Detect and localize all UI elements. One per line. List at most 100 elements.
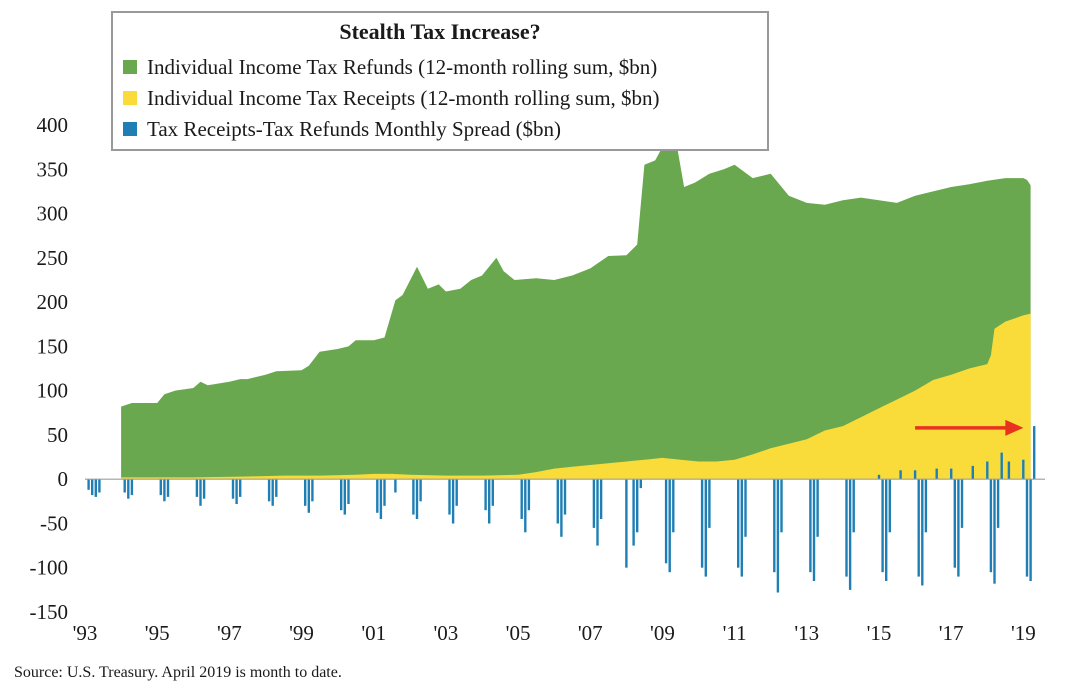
- spread-bar: [235, 479, 238, 504]
- arrow-head: [1005, 419, 1024, 436]
- spread-bar: [98, 479, 101, 493]
- source-note: Source: U.S. Treasury. April 2019 is mon…: [14, 664, 342, 681]
- spread-bar: [394, 479, 397, 493]
- spread-bar: [899, 470, 902, 480]
- x-tick-label: '01: [361, 621, 386, 645]
- spread-bar: [415, 479, 419, 519]
- x-tick-label: '17: [939, 621, 964, 645]
- spread-bar: [885, 479, 888, 581]
- legend-swatch-refunds: [123, 60, 137, 74]
- spread-bar: [921, 479, 924, 586]
- spread-bar: [127, 479, 130, 499]
- spread-bar: [845, 479, 848, 577]
- spread-bar: [556, 479, 559, 524]
- y-tick-label: 300: [37, 202, 69, 226]
- spread-bar: [199, 479, 202, 506]
- spread-bar: [957, 479, 960, 577]
- spread-bar: [632, 479, 635, 546]
- y-tick-label: 400: [37, 113, 69, 137]
- spread-bar: [888, 479, 891, 533]
- spread-bar: [971, 465, 974, 480]
- spread-bar: [913, 470, 917, 480]
- spread-bar: [412, 479, 415, 515]
- spread-bar: [672, 479, 675, 533]
- spread-bar: [935, 468, 938, 480]
- x-tick-label: '03: [434, 621, 459, 645]
- spread-bar: [704, 479, 707, 577]
- spread-bar: [524, 479, 527, 533]
- spread-bar: [376, 479, 379, 513]
- spread-bar: [700, 479, 704, 568]
- spread-bar: [881, 479, 884, 573]
- spread-bar: [195, 479, 199, 497]
- spread-bar: [448, 479, 451, 515]
- x-tick-label: '99: [289, 621, 314, 645]
- spread-bar: [383, 479, 386, 506]
- spread-bar: [639, 479, 642, 489]
- spread-bar: [343, 479, 346, 515]
- legend-swatch-receipts: [123, 91, 137, 105]
- spread-bar: [989, 479, 993, 573]
- spread-bar: [275, 479, 278, 497]
- y-tick-label: -100: [30, 556, 69, 580]
- spread-bar: [986, 461, 989, 480]
- x-tick-label: '11: [723, 621, 747, 645]
- spread-bar: [960, 479, 964, 528]
- x-tick-label: '97: [217, 621, 242, 645]
- spread-bar: [668, 479, 671, 573]
- spread-bar: [123, 479, 126, 493]
- spread-bar: [87, 479, 90, 490]
- spread-bar: [347, 479, 350, 504]
- spread-bar: [1000, 452, 1003, 480]
- spread-bar: [993, 479, 996, 584]
- legend-label-spread: Tax Receipts-Tax Refunds Monthly Spread …: [147, 117, 561, 141]
- y-tick-label: 250: [37, 246, 69, 270]
- y-axis: 400 350 300 250 200 150 100 50 0 -50 -100 -150: [30, 113, 69, 624]
- spread-bar: [636, 479, 639, 533]
- y-tick-label: -50: [40, 511, 68, 535]
- spread-bar: [625, 479, 628, 568]
- spread-bar: [924, 479, 928, 533]
- spread-bar: [809, 479, 812, 573]
- spread-bar: [596, 479, 599, 546]
- y-tick-label: 350: [37, 157, 69, 181]
- x-tick-label: '07: [578, 621, 603, 645]
- spread-bar: [1033, 426, 1036, 480]
- spread-bar: [744, 479, 747, 537]
- spread-bar: [488, 479, 491, 524]
- spread-bar: [311, 479, 314, 502]
- x-tick-label: '93: [73, 621, 98, 645]
- spread-bar: [202, 479, 206, 499]
- spread-bar: [455, 479, 458, 506]
- x-axis: '93 '95 '97 '99 '01 '03 '05 '07 '09 '11 '13 '15 '17 '…: [73, 621, 1036, 645]
- chart-title: Stealth Tax Increase?: [339, 19, 540, 44]
- spread-bar: [1029, 479, 1032, 581]
- spread-bar: [996, 479, 1000, 528]
- spread-bar: [1025, 479, 1029, 577]
- spread-bars: [87, 426, 1036, 593]
- spread-bar: [307, 479, 310, 513]
- chart-areas: [121, 125, 1031, 480]
- spread-bar: [340, 479, 343, 511]
- spread-bar: [94, 479, 97, 497]
- spread-bar: [419, 479, 422, 502]
- spread-bar: [776, 479, 780, 593]
- legend-label-refunds: Individual Income Tax Refunds (12-month …: [147, 55, 657, 79]
- x-tick-label: '15: [867, 621, 892, 645]
- spread-bar: [737, 479, 740, 568]
- spread-bar: [953, 479, 956, 568]
- spread-bar: [451, 479, 455, 524]
- y-tick-label: 0: [58, 467, 69, 491]
- spread-bar: [527, 479, 531, 511]
- spread-bar: [664, 479, 668, 564]
- spread-bar: [271, 479, 274, 506]
- x-tick-label: '95: [145, 621, 170, 645]
- spread-bar: [812, 479, 816, 581]
- spread-bar: [877, 474, 881, 480]
- legend-swatch-spread: [123, 122, 137, 136]
- spread-bar: [950, 468, 953, 480]
- spread-bar: [239, 479, 242, 497]
- spread-bar: [917, 479, 920, 577]
- y-tick-label: 200: [37, 290, 69, 314]
